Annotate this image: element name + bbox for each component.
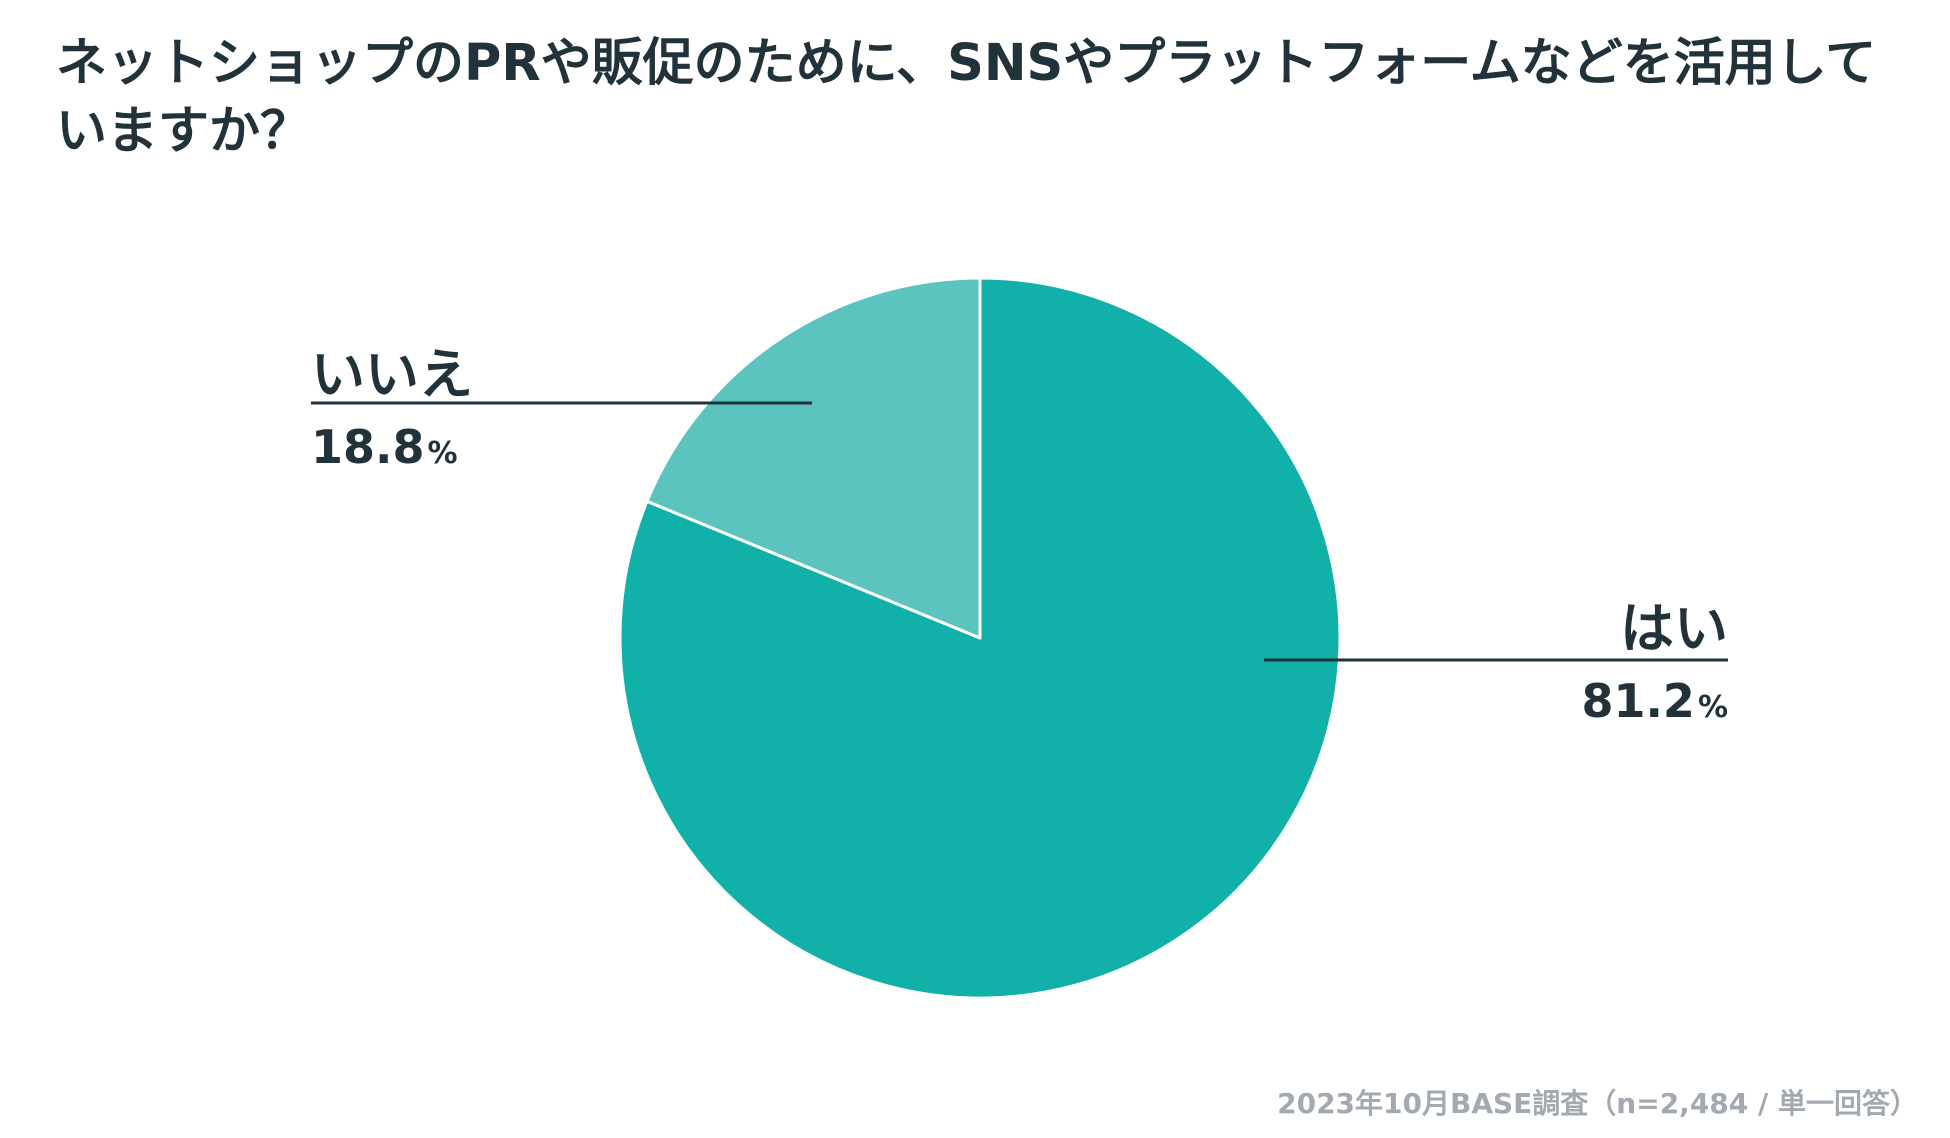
pie-slice-iie xyxy=(645,276,982,640)
chart-title: ネットショップのPRや販促のために、SNSやプラットフォームなどを活用しています… xyxy=(56,34,1877,161)
slice-value-hai-unit: % xyxy=(1697,690,1728,725)
slice-value-hai-number: 81.2 xyxy=(1581,674,1695,728)
slice-value-hai: 81.2% xyxy=(1581,674,1728,728)
slice-label-hai: はい xyxy=(1620,597,1728,660)
slice-value-iie: 18.8% xyxy=(311,420,458,474)
footnote: 2023年10月BASE調査（n=2,484 / 単一回答） xyxy=(1277,1087,1918,1120)
slice-value-iie-unit: % xyxy=(427,436,458,471)
pie-slices xyxy=(618,276,1342,1000)
slice-label-iie: いいえ xyxy=(311,343,473,406)
slice-value-iie-number: 18.8 xyxy=(311,420,425,474)
